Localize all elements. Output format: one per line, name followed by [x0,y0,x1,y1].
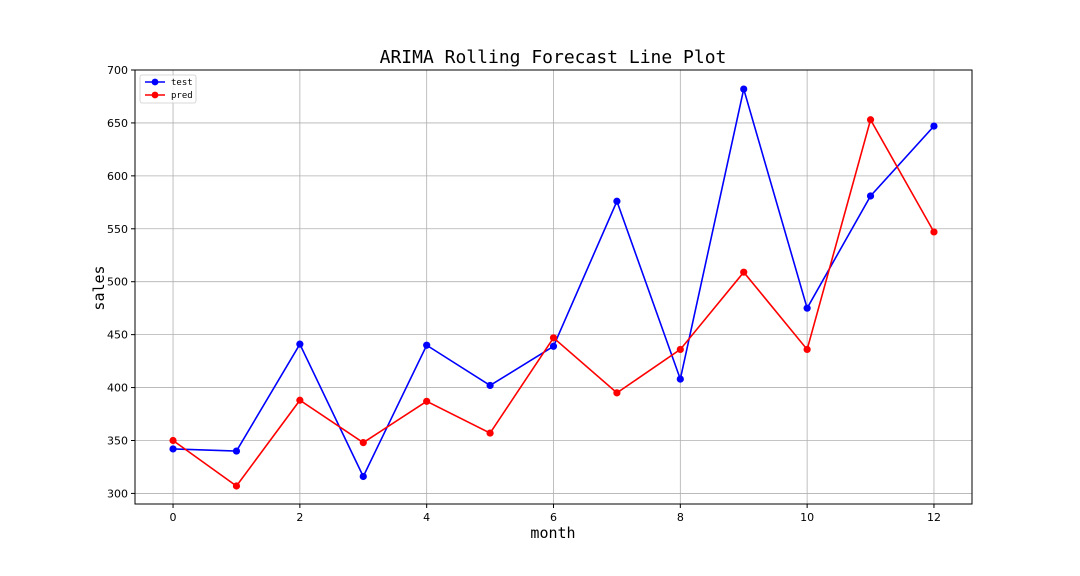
data-point-pred [359,439,367,447]
data-point-test [423,341,431,349]
x-tick-label: 0 [170,511,177,524]
data-point-pred [613,389,621,397]
legend: test pred [139,74,197,104]
data-point-pred [296,396,304,404]
legend-marker-pred [151,91,159,99]
data-point-pred [423,397,431,405]
data-point-test [169,445,177,453]
x-tick-label: 8 [677,511,684,524]
data-point-test [866,192,875,200]
x-tick-label: 6 [550,511,557,524]
y-tick-label: 450 [107,329,128,342]
data-point-test [930,122,938,130]
y-tick-label: 400 [107,382,128,395]
data-point-pred [486,429,494,437]
y-axis-label: sales [90,265,108,310]
legend-label-test: test [171,78,193,88]
data-point-test [676,375,684,383]
data-point-test [549,342,558,350]
y-tick-label: 300 [107,487,128,500]
data-point-test [740,85,748,93]
series-layer [169,85,938,490]
y-tick-label: 600 [107,170,128,183]
y-tick-label: 650 [107,117,128,130]
data-point-test [359,472,367,481]
grid-lines [135,69,972,504]
data-point-test [486,381,494,390]
x-tick-label: 10 [800,511,814,524]
y-tick-label: 550 [107,223,128,236]
data-point-pred [676,345,684,354]
series-pred [169,116,938,490]
data-point-pred [232,482,241,490]
data-point-pred [803,345,811,354]
data-point-test [803,304,811,312]
data-point-test [232,447,241,455]
x-axis-label: month [530,524,575,542]
y-tick-label: 700 [107,64,128,77]
data-point-pred [930,228,938,236]
x-tick-label: 2 [296,511,303,524]
x-tick-label: 4 [423,511,430,524]
chart-title: ARIMA Rolling Forecast Line Plot [380,47,727,68]
legend-marker-test [151,78,159,86]
y-tick-label: 500 [107,276,128,289]
legend-label-pred: pred [171,91,193,101]
data-point-pred [549,334,558,342]
series-test [169,85,938,481]
data-point-pred [169,436,177,445]
data-point-test [296,340,304,348]
axis-ticks: 0 2 4 6 8 10 12 300 350 400 450 500 550 600 650 700 [107,64,941,524]
y-tick-label: 350 [107,434,128,447]
data-point-test [613,197,621,205]
data-point-pred [740,268,748,276]
x-tick-label: 12 [927,511,941,524]
data-point-pred [866,116,875,124]
